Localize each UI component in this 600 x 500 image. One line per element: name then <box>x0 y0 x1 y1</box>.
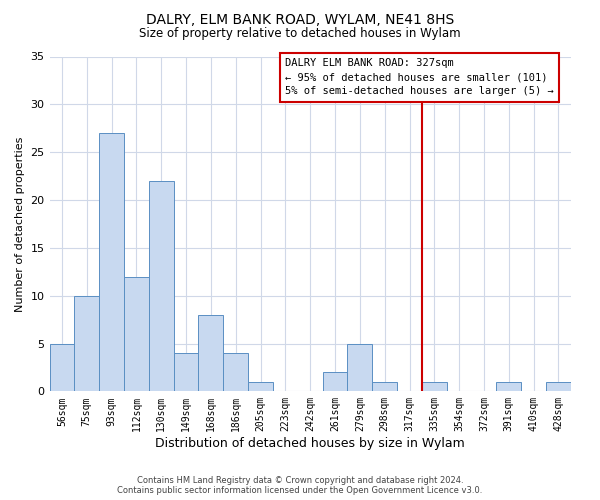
Bar <box>422 382 447 392</box>
Text: Size of property relative to detached houses in Wylam: Size of property relative to detached ho… <box>139 28 461 40</box>
Bar <box>496 382 521 392</box>
Bar <box>223 353 248 392</box>
Bar <box>173 353 199 392</box>
Bar <box>124 276 149 392</box>
Text: Contains HM Land Registry data © Crown copyright and database right 2024.
Contai: Contains HM Land Registry data © Crown c… <box>118 476 482 495</box>
Bar <box>99 133 124 392</box>
X-axis label: Distribution of detached houses by size in Wylam: Distribution of detached houses by size … <box>155 437 465 450</box>
Bar <box>546 382 571 392</box>
Bar <box>199 315 223 392</box>
Bar <box>248 382 273 392</box>
Bar <box>372 382 397 392</box>
Bar <box>50 344 74 392</box>
Bar <box>347 344 372 392</box>
Text: DALRY, ELM BANK ROAD, WYLAM, NE41 8HS: DALRY, ELM BANK ROAD, WYLAM, NE41 8HS <box>146 12 454 26</box>
Y-axis label: Number of detached properties: Number of detached properties <box>15 136 25 312</box>
Bar <box>74 296 99 392</box>
Bar <box>323 372 347 392</box>
Bar <box>149 181 173 392</box>
Text: DALRY ELM BANK ROAD: 327sqm
← 95% of detached houses are smaller (101)
5% of sem: DALRY ELM BANK ROAD: 327sqm ← 95% of det… <box>286 58 554 96</box>
